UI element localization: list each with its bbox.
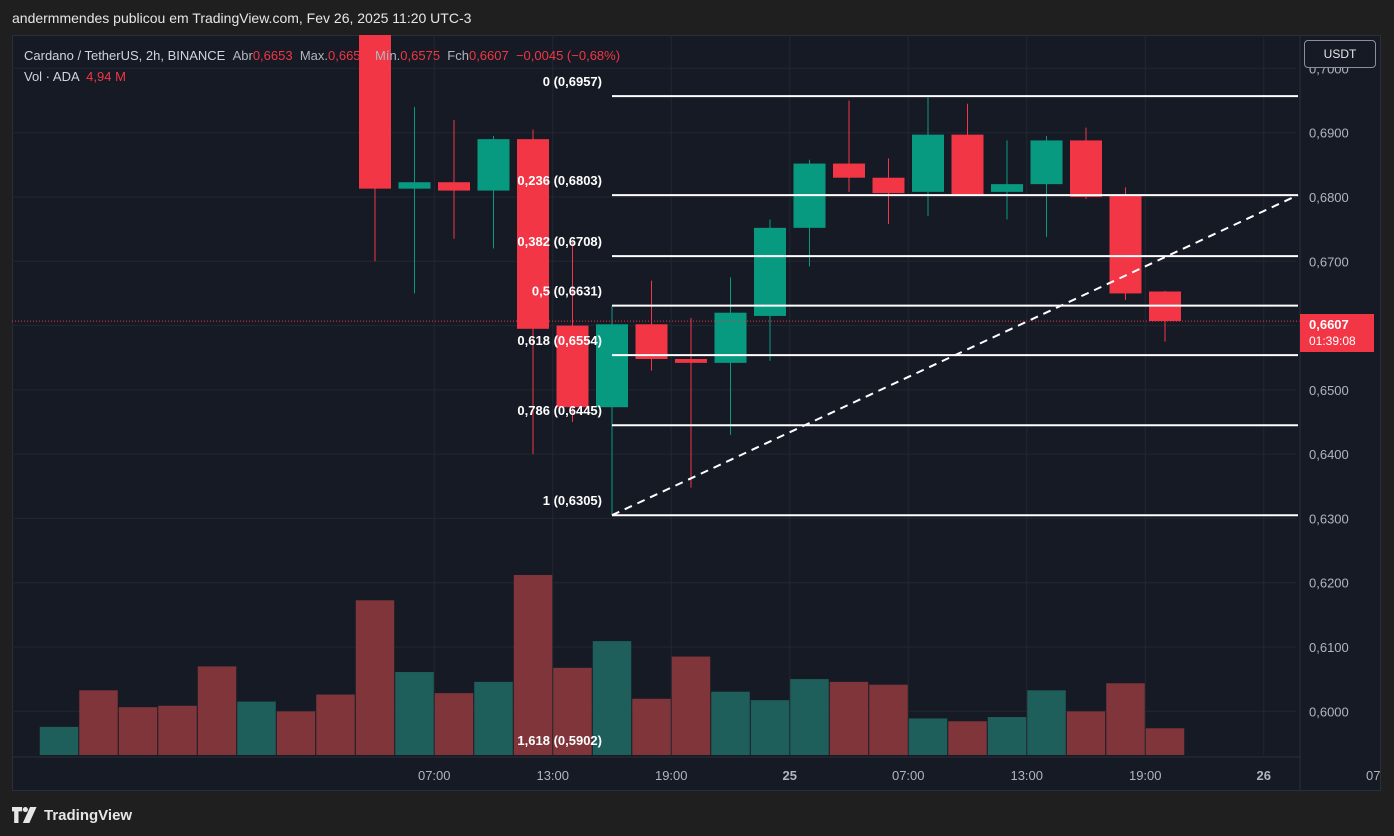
volume-bar (908, 718, 948, 755)
candle-body (556, 325, 589, 408)
legend-close-label: Fch (447, 48, 469, 63)
volume-bar (592, 641, 632, 755)
fib-level-label: 0,5 (0,6631) (532, 284, 602, 299)
legend-high-label: Max. (299, 48, 328, 63)
time-axis-tick: 19:00 (1129, 768, 1162, 783)
volume-bar (395, 672, 434, 755)
candle-body (1070, 140, 1102, 197)
legend-low-label: Mín. (375, 48, 401, 63)
volume-bar (553, 667, 592, 755)
legend-price-row: Cardano / TetherUS, 2h, BINANCE Abr0,665… (24, 45, 620, 66)
candle-body (951, 134, 984, 196)
volume-bar (750, 700, 790, 755)
trend-line (611, 194, 1299, 517)
volume-bar (158, 705, 197, 755)
volume-bar (237, 701, 276, 755)
candle-body (517, 139, 549, 329)
fib-level-label: 0,618 (0,6554) (517, 333, 602, 348)
fib-level-label: 0,382 (0,6708) (517, 234, 602, 249)
candle-body (635, 324, 668, 359)
volume-bar (316, 694, 355, 755)
candle-body (477, 139, 510, 191)
footer-brand-label: TradingView (44, 806, 133, 824)
price-axis-tick: 0,6200 (1309, 576, 1349, 591)
currency-button[interactable]: USDT (1304, 40, 1376, 68)
volume-bar (197, 666, 237, 755)
volume-bar (829, 681, 869, 755)
volume-bar (355, 600, 395, 755)
candle-body (1030, 140, 1063, 185)
time-axis-tick: 07:00 (1366, 768, 1381, 783)
bar-countdown: 01:39:08 (1309, 334, 1356, 348)
price-axis-tick: 0,6000 (1309, 704, 1349, 719)
volume-bar (671, 656, 711, 755)
fib-level-label: 1,618 (0,5902) (517, 733, 602, 748)
price-axis-tick: 0,6300 (1309, 511, 1349, 526)
volume-bar (632, 698, 671, 755)
footer-brand[interactable]: TradingView (12, 805, 132, 825)
price-axis-tick: 0,6900 (1309, 126, 1349, 141)
candle-body (912, 134, 944, 192)
time-axis-tick: 19:00 (655, 768, 688, 783)
legend-volume-value: 4,94 M (86, 69, 126, 84)
volume-bar (711, 691, 750, 755)
legend-open-value: 0,6653 (252, 48, 293, 63)
candle-body (833, 163, 865, 178)
volume-bar (79, 690, 118, 755)
candle-body (596, 324, 628, 408)
candle-body (359, 35, 391, 189)
legend-low-value: 0,6575 (400, 48, 441, 63)
price-axis-tick: 0,6400 (1309, 447, 1349, 462)
last-price-value: 0,6607 (1309, 317, 1349, 332)
volume-bar (948, 721, 987, 755)
time-axis-tick: 07:00 (418, 768, 451, 783)
chart-legend: Cardano / TetherUS, 2h, BINANCE Abr0,665… (24, 45, 620, 87)
time-axis-tick: 25 (783, 768, 797, 783)
volume-bar (118, 707, 158, 755)
publisher-line: andermmendes publicou em TradingView.com… (12, 10, 472, 26)
candle-body (675, 359, 707, 363)
fib-level-label: 0 (0,6957) (543, 74, 602, 89)
volume-bar (474, 681, 513, 755)
legend-change: −0,0045 (−0,68%) (515, 48, 621, 63)
legend-high-value: 0,6654 (328, 48, 368, 63)
tradingview-logo-icon (12, 807, 37, 823)
volume-bar (869, 684, 908, 755)
fib-level-label: 0,786 (0,6445) (517, 403, 602, 418)
volume-bar (1145, 728, 1185, 755)
fib-level-label: 0,236 (0,6803) (517, 173, 602, 188)
candle-body (398, 182, 431, 189)
chart-canvas[interactable]: 0 (0,6957) 0,236 (0,6803) 0,382 (0,6708) 0,… (12, 35, 1381, 791)
legend-close-value: 0,6607 (468, 48, 509, 63)
volume-bar (39, 726, 79, 755)
volume-bar (1106, 683, 1145, 755)
volume-bar (987, 717, 1027, 755)
candle-body (1109, 195, 1142, 294)
price-axis-tick: 0,6700 (1309, 254, 1349, 269)
candle-body (754, 227, 786, 316)
volume-bar (1066, 711, 1106, 755)
volume-bar (276, 711, 316, 755)
volume-bar (1027, 690, 1066, 755)
time-axis-tick: 07:00 (892, 768, 925, 783)
last-price-tag: 0,6607 01:39:08 (1300, 314, 1374, 352)
legend-volume-row: Vol · ADA 4,94 M (24, 66, 620, 87)
volume-bar (434, 693, 474, 755)
volume-bar (790, 679, 829, 755)
legend-volume-label[interactable]: Vol · ADA (24, 69, 79, 84)
price-axis-tick: 0,6100 (1309, 640, 1349, 655)
price-axis-tick: 0,6500 (1309, 383, 1349, 398)
volume-bar (513, 575, 553, 755)
time-axis-tick: 13:00 (536, 768, 569, 783)
legend-symbol[interactable]: Cardano / TetherUS, 2h, BINANCE (24, 48, 226, 63)
time-axis-tick: 13:00 (1010, 768, 1043, 783)
candle-body (872, 177, 905, 194)
candle-body (991, 184, 1023, 192)
price-axis-tick: 0,6800 (1309, 190, 1349, 205)
time-axis-tick: 26 (1257, 768, 1271, 783)
legend-open-label: Abr (232, 48, 253, 63)
fib-level-label: 1 (0,6305) (543, 493, 602, 508)
candle-body (438, 182, 470, 191)
